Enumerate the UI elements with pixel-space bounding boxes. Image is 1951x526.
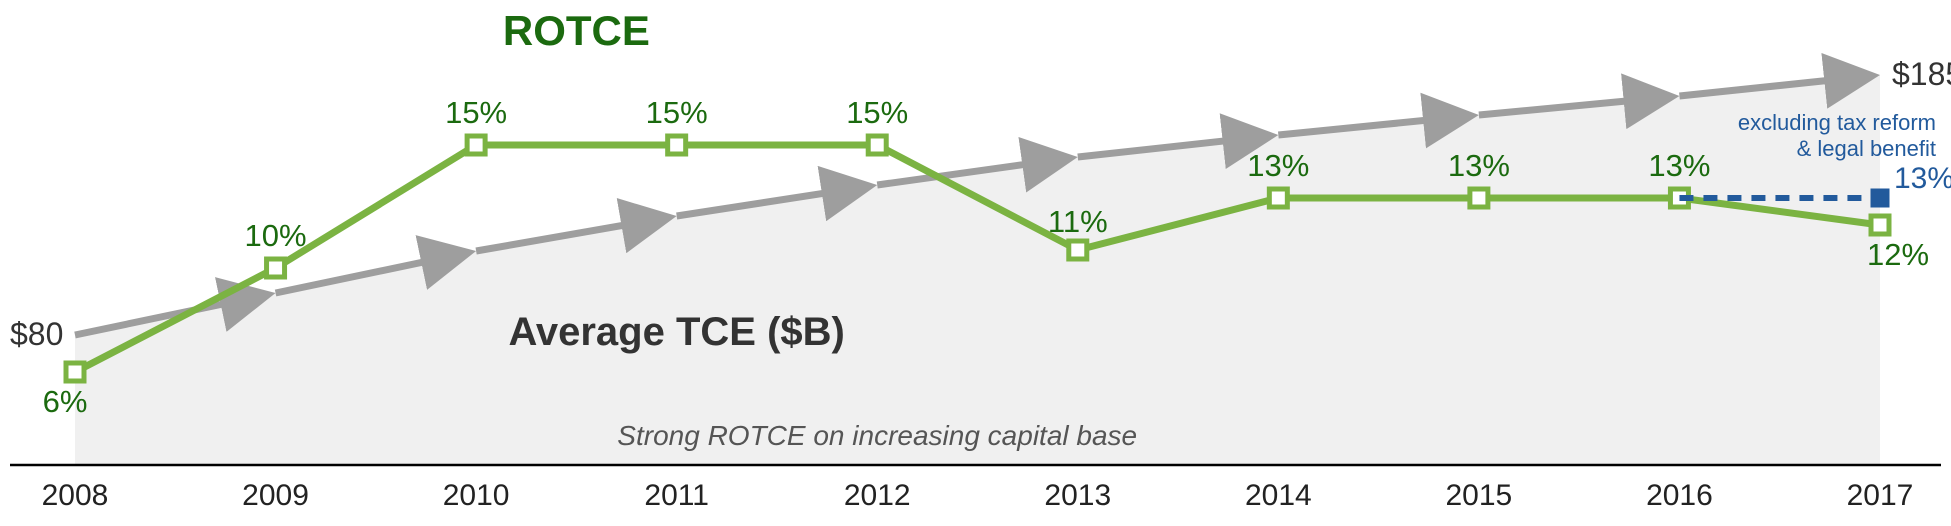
rotce-value-label: 15% xyxy=(646,95,708,130)
rotce-marker xyxy=(868,136,886,154)
excluding-note-line2: & legal benefit xyxy=(1797,136,1936,161)
x-axis-year: 2017 xyxy=(1847,479,1914,512)
excluding-value-label: 13%1,2 xyxy=(1894,162,1951,195)
rotce-tce-chart: 2008 2009 2010 2011 2012 2013 2014 2015 2016 2017… xyxy=(0,0,1951,526)
x-axis-year: 2008 xyxy=(42,479,109,512)
rotce-marker xyxy=(1871,216,1889,234)
x-axis-year: 2014 xyxy=(1245,479,1312,512)
rotce-marker xyxy=(467,136,485,154)
x-axis-year: 2011 xyxy=(644,479,709,512)
excluding-marker xyxy=(1871,189,1889,207)
tce-start-label: $80 xyxy=(10,316,63,352)
rotce-value-label: 13% xyxy=(1448,148,1510,183)
tce-title: Average TCE ($B) xyxy=(508,310,844,354)
x-axis-year: 2010 xyxy=(443,479,510,512)
rotce-value-label: 10% xyxy=(245,218,307,253)
rotce-value-label: 13% xyxy=(1247,148,1309,183)
rotce-marker xyxy=(66,363,84,381)
rotce-value-label: 11% xyxy=(1048,204,1108,239)
chart-canvas: 2008 2009 2010 2011 2012 2013 2014 2015 2016 2017… xyxy=(0,0,1951,526)
excluding-note-line1: excluding tax reform xyxy=(1738,110,1936,135)
x-axis-year: 2015 xyxy=(1446,479,1513,512)
x-axis-year: 2012 xyxy=(844,479,911,512)
rotce-marker xyxy=(668,136,686,154)
x-axis-year: 2013 xyxy=(1044,479,1111,512)
chart-subtitle: Strong ROTCE on increasing capital base xyxy=(617,420,1137,451)
rotce-marker xyxy=(267,259,285,277)
x-axis-year: 2009 xyxy=(242,479,309,512)
rotce-value-label: 6% xyxy=(43,384,88,419)
rotce-value-label: 12% xyxy=(1867,237,1929,272)
rotce-value-label: 15% xyxy=(846,95,908,130)
rotce-value-label: 13% xyxy=(1648,148,1710,183)
tce-area xyxy=(75,75,1880,465)
rotce-marker xyxy=(1269,189,1287,207)
x-axis-year: 2016 xyxy=(1646,479,1713,512)
rotce-marker xyxy=(1069,241,1087,259)
tce-end-label: $185 xyxy=(1892,56,1951,92)
rotce-marker xyxy=(1470,189,1488,207)
rotce-title: ROTCE xyxy=(503,7,650,54)
rotce-value-label: 15% xyxy=(445,95,507,130)
